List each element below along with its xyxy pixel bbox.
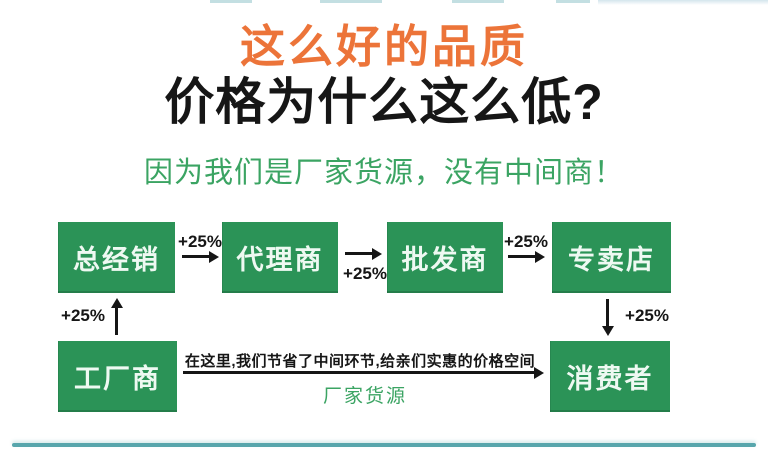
headline-price-question: 价格为什么这么低? — [164, 74, 604, 130]
node-agent: 代理商 — [222, 222, 338, 293]
headline-quality: 这么好的品质 — [239, 21, 528, 72]
node-label: 代理商 — [236, 245, 324, 275]
top-edge-artifact — [320, 0, 382, 3]
markup-label-step3: +25% — [504, 232, 548, 251]
node-label: 消费者 — [566, 364, 654, 394]
arrow-down-icon — [606, 299, 609, 327]
section-divider — [12, 443, 756, 447]
node-retail-store: 专卖店 — [552, 222, 671, 293]
node-label: 总经销 — [73, 245, 160, 275]
markup-label-step1: +25% — [178, 232, 222, 251]
top-edge-artifact — [210, 0, 252, 3]
top-edge-artifact — [556, 0, 590, 3]
node-label: 专卖店 — [568, 245, 655, 275]
top-edge-artifact — [598, 0, 768, 5]
subtitle-factory-source: 因为我们是厂家货源，没有中间商！ — [143, 157, 624, 189]
markup-label-consumer: +25% — [625, 306, 669, 325]
markup-label-factory: +25% — [61, 306, 105, 325]
node-general-distributor: 总经销 — [58, 222, 175, 293]
node-factory: 工厂商 — [58, 341, 177, 412]
top-edge-artifact — [452, 0, 504, 3]
factory-source-label: 厂家货源 — [322, 386, 407, 407]
node-label: 批发商 — [401, 245, 489, 275]
arrow-long-right-icon — [183, 371, 535, 374]
node-wholesaler: 批发商 — [387, 222, 503, 293]
arrow-right-icon — [345, 252, 373, 255]
arrow-right-icon — [182, 255, 210, 258]
arrow-up-icon — [115, 307, 118, 335]
markup-label-step2: +25% — [343, 264, 387, 283]
node-label: 工厂商 — [74, 364, 161, 394]
savings-note: 在这里,我们节省了中间环节,给亲们实惠的价格空间 — [184, 353, 536, 370]
node-consumer: 消费者 — [550, 341, 670, 412]
arrow-right-icon — [508, 255, 536, 258]
